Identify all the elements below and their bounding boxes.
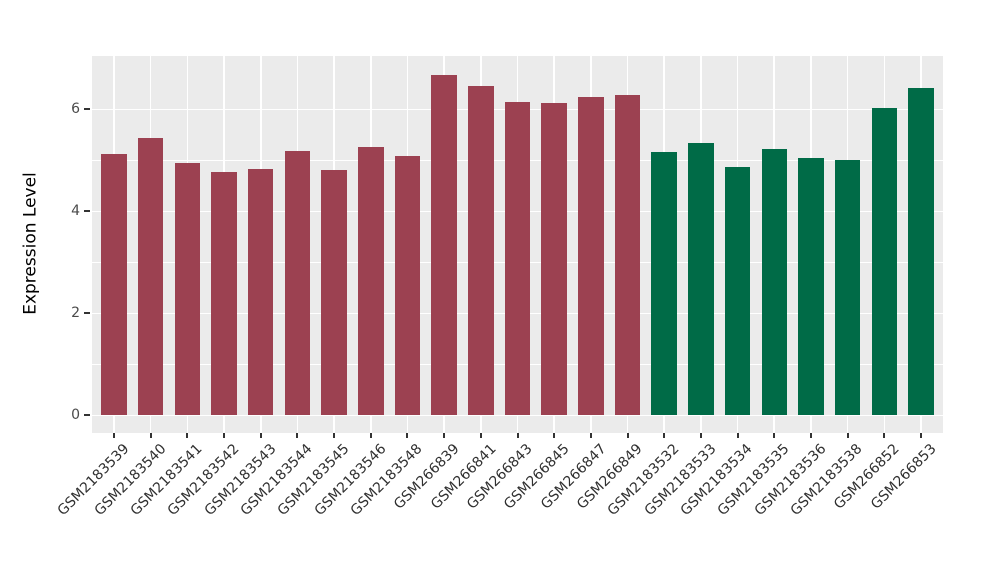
bar: [688, 143, 714, 416]
bar: [908, 88, 934, 416]
x-tick-mark: [333, 433, 336, 438]
x-tick-mark: [589, 433, 592, 438]
x-tick-label: GSM266853: [867, 441, 940, 513]
x-tick-mark: [296, 433, 299, 438]
bar: [211, 172, 237, 416]
x-tick-mark: [809, 433, 812, 438]
bar: [871, 107, 898, 416]
x-tick-mark: [479, 433, 482, 438]
x-tick-mark: [883, 433, 886, 438]
bar: [798, 157, 824, 416]
bar: [614, 95, 641, 416]
y-tick-mark: [84, 108, 90, 111]
plot-panel: [92, 56, 943, 433]
bar: [321, 169, 347, 416]
bar: [541, 103, 567, 416]
bar: [834, 160, 861, 416]
x-tick-mark: [553, 433, 556, 438]
bar: [284, 151, 311, 416]
y-tick-mark: [84, 414, 90, 417]
y-tick-mark: [84, 312, 90, 315]
bar: [247, 168, 274, 416]
x-tick-mark: [626, 433, 629, 438]
x-tick-mark: [663, 433, 666, 438]
x-tick-mark: [773, 433, 776, 438]
y-tick-mark: [84, 210, 90, 213]
x-tick-mark: [406, 433, 409, 438]
y-tick-label: 6: [71, 100, 80, 117]
y-tick-label: 0: [71, 406, 80, 423]
x-tick-mark: [443, 433, 446, 438]
bar: [431, 74, 457, 416]
bar: [724, 166, 751, 416]
bar: [394, 156, 421, 416]
bar: [761, 148, 788, 416]
x-tick-mark: [186, 433, 189, 438]
x-tick-mark: [259, 433, 262, 438]
x-tick-mark: [516, 433, 519, 438]
x-tick-mark: [846, 433, 849, 438]
y-tick-label: 2: [71, 304, 80, 321]
x-tick-mark: [369, 433, 372, 438]
x-tick-mark: [699, 433, 702, 438]
bar: [358, 146, 384, 416]
x-tick-mark: [223, 433, 226, 438]
y-tick-label: 4: [71, 202, 80, 219]
bar: [504, 101, 531, 416]
x-tick-mark: [113, 433, 115, 438]
bar: [174, 162, 201, 416]
bar: [137, 137, 164, 416]
x-tick-mark: [919, 433, 922, 438]
x-tick-mark: [736, 433, 739, 438]
bar: [651, 152, 677, 416]
bar: [578, 97, 604, 416]
x-tick-mark: [149, 433, 152, 438]
bar: [468, 86, 494, 416]
bar: [101, 154, 127, 416]
